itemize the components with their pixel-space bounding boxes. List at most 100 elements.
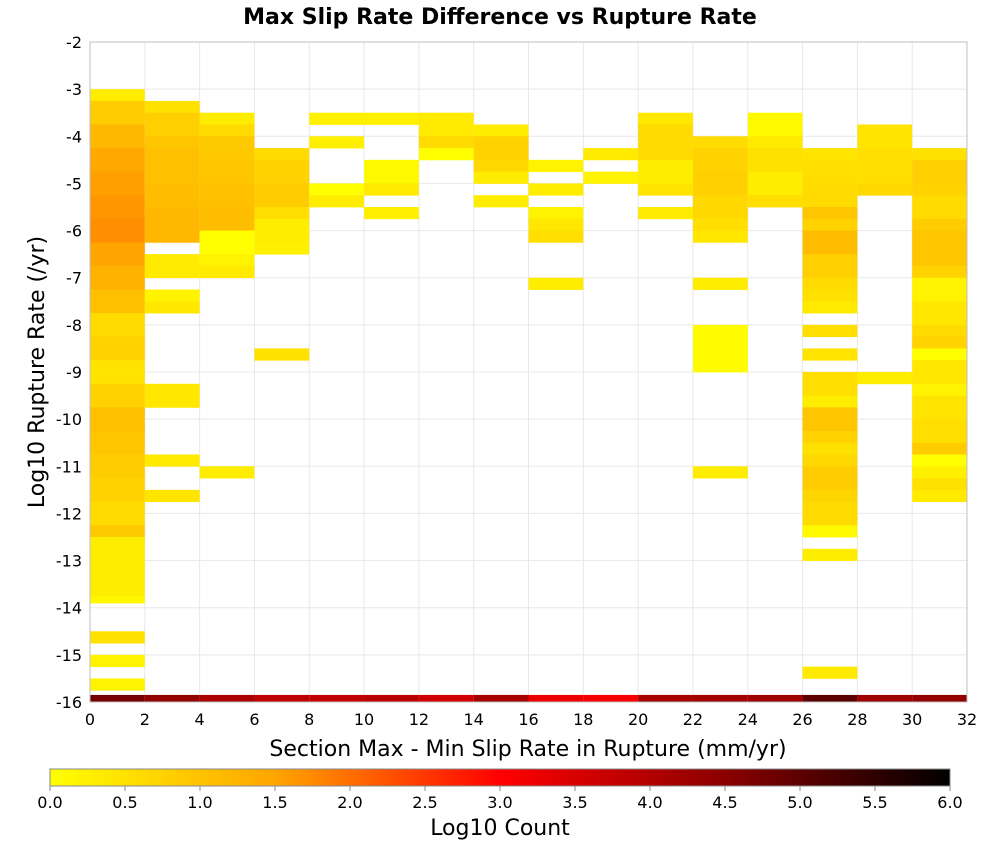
heatmap-cell: [802, 277, 858, 290]
heatmap-cell: [199, 694, 255, 703]
heatmap-cell: [90, 501, 145, 526]
heatmap-cell: [473, 195, 529, 208]
heatmap-cell: [638, 112, 693, 125]
heatmap-cell: [802, 407, 858, 432]
y-tick-label: -10: [56, 410, 82, 429]
heatmap-cell: [857, 124, 913, 149]
heatmap-cell: [802, 525, 858, 538]
heatmap-cell: [309, 136, 365, 149]
heatmap-cell: [309, 195, 365, 208]
x-tick-label: 0: [85, 710, 95, 729]
heatmap-cell: [418, 694, 474, 703]
heatmap-cell: [802, 254, 858, 279]
heatmap-cell: [912, 336, 967, 349]
y-tick-label: -9: [66, 363, 82, 382]
heatmap-cell: [90, 124, 145, 149]
x-tick-label: 24: [738, 710, 758, 729]
x-tick-label: 12: [409, 710, 429, 729]
heatmap-cell: [90, 195, 145, 220]
heatmap-cell: [802, 454, 858, 467]
x-tick-label: 10: [354, 710, 374, 729]
heatmap-cell: [802, 148, 858, 161]
heatmap-cell: [90, 148, 145, 173]
heatmap-cell: [747, 694, 803, 703]
heatmap-cell: [583, 171, 639, 184]
heatmap-cell: [144, 207, 200, 243]
heatmap-cell: [692, 277, 748, 290]
y-axis-ticks: -2 -3 -4 -5 -6 -7 -8 -9 -10 -11 -12 -13 -14 -15 -16: [56, 33, 82, 712]
heatmap-cell: [90, 313, 145, 338]
heatmap-cell: [199, 112, 255, 125]
heatmap-cell: [747, 136, 803, 149]
heatmap-cell: [583, 148, 639, 161]
heatmap-cell: [90, 678, 145, 691]
heatmap-cell: [912, 183, 967, 196]
heatmap-cell: [90, 100, 145, 125]
heatmap-cell: [90, 537, 145, 597]
heatmap-cell: [802, 230, 858, 255]
heatmap-cell: [199, 230, 255, 255]
heatmap-cell: [802, 207, 858, 220]
heatmap-cell: [90, 631, 145, 644]
heatmap-cell: [364, 183, 419, 196]
heatmap-cell: [199, 136, 255, 161]
heatmap-cell: [857, 372, 913, 385]
heatmap-cell: [473, 159, 529, 173]
heatmap-cell: [418, 148, 474, 161]
heatmap-cell: [802, 442, 858, 455]
heatmap-cell: [912, 348, 967, 361]
heatmap-cell: [364, 159, 419, 184]
heatmap-cell: [90, 265, 145, 290]
heatmap-cell: [692, 148, 748, 173]
heatmap-cell: [90, 430, 145, 455]
colorbar-tick-label: 0.5: [112, 793, 137, 812]
heatmap-cell: [802, 183, 858, 208]
heatmap-cell: [912, 454, 967, 467]
colorbar-tick-label: 3.5: [562, 793, 587, 812]
y-tick-label: -6: [66, 222, 82, 241]
x-tick-label: 14: [464, 710, 484, 729]
heatmap-cell: [638, 207, 693, 220]
x-tick-label: 8: [304, 710, 314, 729]
heatmap-cell: [90, 242, 145, 267]
heatmap-cell: [802, 395, 858, 408]
heatmap-cell: [90, 171, 145, 196]
heatmap-cell: [364, 694, 419, 703]
heatmap-cell: [912, 148, 967, 161]
y-tick-label: -14: [56, 599, 82, 618]
heatmap-cell: [90, 336, 145, 361]
plot-area: [89, 41, 968, 703]
y-tick-label: -7: [66, 269, 82, 288]
heatmap-cell: [912, 218, 967, 231]
heatmap-cell: [747, 171, 803, 196]
heatmap-cell: [199, 466, 255, 479]
heatmap-cell: [912, 324, 967, 338]
heatmap-cell: [912, 419, 967, 444]
x-tick-label: 26: [792, 710, 812, 729]
heatmap-cell: [857, 694, 913, 703]
heatmap-cell: [692, 230, 748, 243]
heatmap-cell: [254, 207, 310, 220]
heatmap-cell: [802, 348, 858, 361]
x-tick-label: 18: [573, 710, 593, 729]
heatmap-cell: [144, 148, 200, 184]
heatmap-cells: [90, 89, 967, 703]
heatmap-cell: [90, 478, 145, 503]
heatmap-cell: [90, 694, 145, 703]
heatmap-cell: [254, 348, 310, 361]
heatmap-cell: [144, 694, 200, 703]
heatmap-cell: [747, 112, 803, 137]
heatmap-cell: [692, 218, 748, 231]
colorbar-tick-label: 1.5: [262, 793, 287, 812]
y-tick-label: -4: [66, 127, 82, 146]
heatmap-cell: [912, 159, 967, 184]
colorbar-tick-label: 4.0: [637, 793, 662, 812]
x-tick-label: 6: [249, 710, 259, 729]
heatmap-cell: [802, 218, 858, 231]
chart-title: Max Slip Rate Difference vs Rupture Rate: [243, 5, 757, 30]
colorbar-tick-label: 1.0: [187, 793, 212, 812]
colorbar-tick-label: 5.5: [862, 793, 887, 812]
heatmap-cell: [364, 112, 419, 125]
heatmap-cell: [528, 230, 584, 243]
heatmap-cell: [473, 136, 529, 161]
